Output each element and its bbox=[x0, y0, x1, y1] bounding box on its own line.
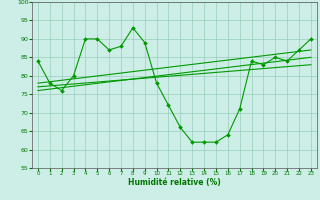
X-axis label: Humidité relative (%): Humidité relative (%) bbox=[128, 178, 221, 187]
